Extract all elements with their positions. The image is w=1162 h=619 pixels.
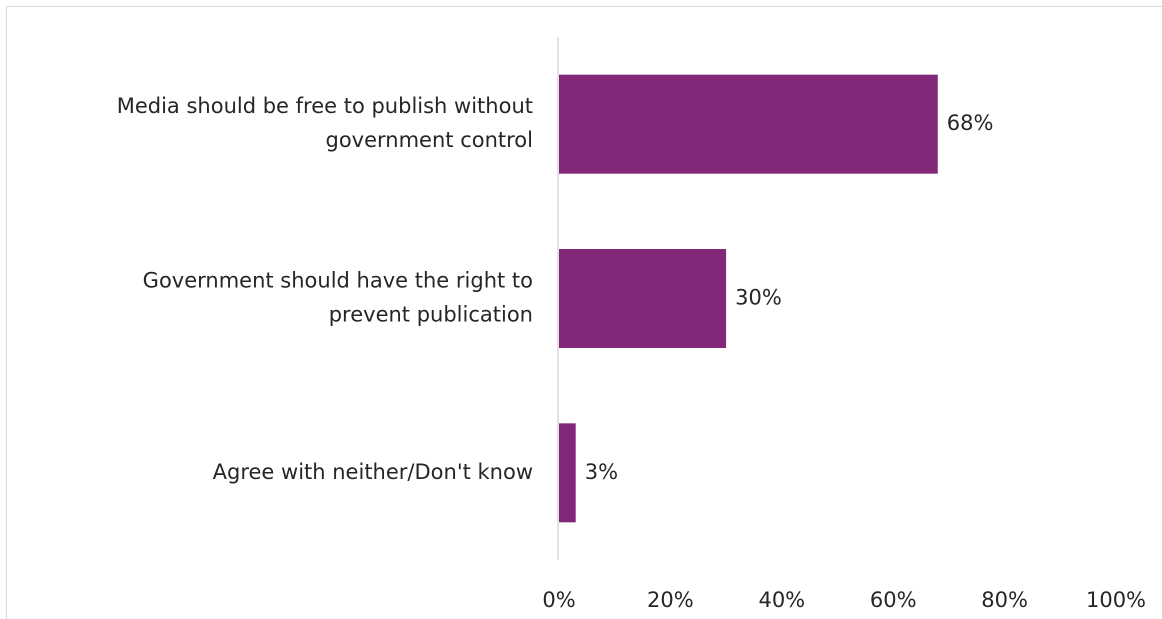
data-label-2: 30% (735, 286, 782, 310)
data-label-1: 68% (947, 111, 994, 135)
category-label-line: Agree with neither/Don't know (213, 460, 533, 484)
bar-3 (559, 423, 576, 523)
bar-2 (559, 249, 727, 348)
x-tick-label-5: 80% (981, 588, 1028, 612)
category-label-line: prevent publication (329, 303, 533, 327)
bar-1 (559, 74, 938, 174)
category-label-line: government control (326, 128, 534, 152)
labels-layer: 68% Media should be free to publish witho… (117, 94, 1146, 612)
x-tick-label-2: 20% (647, 588, 694, 612)
category-label-1: Media should be free to publish without g… (117, 94, 533, 152)
bars-layer (559, 74, 938, 523)
x-tick-label-1: 0% (542, 588, 575, 612)
x-tick-label-6: 100% (1086, 588, 1146, 612)
x-tick-label-3: 40% (758, 588, 805, 612)
chart-frame (6, 6, 1162, 619)
category-label-2: Government should have the right to preve… (143, 269, 533, 327)
x-tick-label-4: 60% (870, 588, 917, 612)
category-label-line: Government should have the right to (143, 269, 533, 293)
category-label-3: Agree with neither/Don't know (213, 460, 533, 484)
category-label-line: Media should be free to publish without (117, 94, 533, 118)
data-label-3: 3% (585, 460, 618, 484)
